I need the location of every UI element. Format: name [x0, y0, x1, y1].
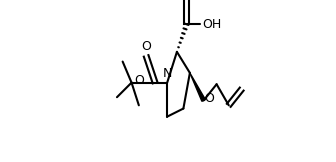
Text: O: O: [204, 92, 214, 105]
Text: O: O: [135, 75, 144, 87]
Polygon shape: [190, 73, 205, 101]
Text: O: O: [141, 40, 151, 53]
Text: N: N: [163, 67, 172, 80]
Text: OH: OH: [202, 18, 221, 31]
